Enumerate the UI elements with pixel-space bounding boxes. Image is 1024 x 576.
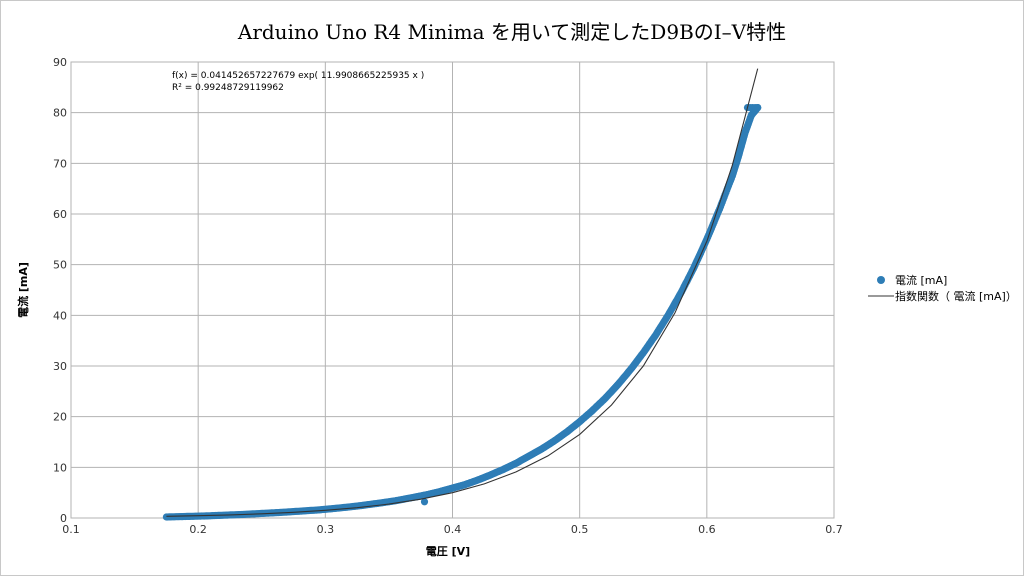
x-tick-label: 0.4 [444,523,462,536]
y-tick-label: 70 [53,157,67,170]
x-tick-label: 0.5 [571,523,589,536]
x-tick-label: 0.2 [189,523,207,536]
y-tick-label: 20 [53,411,67,424]
x-tick-label: 0.6 [698,523,716,536]
legend-line-label: 指数関数（ 電流 [mA]） [895,289,1017,303]
scatter-point [420,498,429,506]
fit-equation: f(x) = 0.041452657227679 exp( 11.9908665… [172,71,424,81]
x-axis-label: 電圧 [V] [426,545,470,558]
legend: 電流 [mA] 指数関数（ 電流 [mA]） [868,273,1017,303]
scatter-point [754,104,762,112]
x-tick-label: 0.7 [825,523,843,536]
x-axis-ticks: 0.1 0.2 0.3 0.4 0.5 0.6 0.7 [62,523,843,536]
y-tick-label: 50 [53,259,67,272]
chart-title: Arduino Uno R4 Minima を用いて測定したD9BのI–V特性 [237,20,787,44]
grid [70,61,835,519]
x-tick-label: 0.3 [317,523,335,536]
y-tick-label: 40 [53,309,67,322]
y-axis-label: 電流 [mA] [16,262,30,318]
fit-r-squared: R² = 0.99248729119962 [172,83,284,93]
y-tick-label: 0 [60,512,67,525]
y-tick-label: 80 [53,107,67,120]
y-axis-ticks: 0 10 20 30 40 50 60 70 80 90 [53,56,67,525]
legend-scatter-label: 電流 [mA] [895,273,947,287]
y-tick-label: 90 [53,56,67,69]
y-tick-label: 10 [53,461,67,474]
y-tick-label: 30 [53,360,67,373]
plot-border [70,61,835,519]
scatter-series [162,104,762,521]
y-tick-label: 60 [53,208,67,221]
legend-scatter-marker [877,276,885,284]
x-tick-label: 0.1 [62,523,80,536]
fit-line [166,68,759,517]
